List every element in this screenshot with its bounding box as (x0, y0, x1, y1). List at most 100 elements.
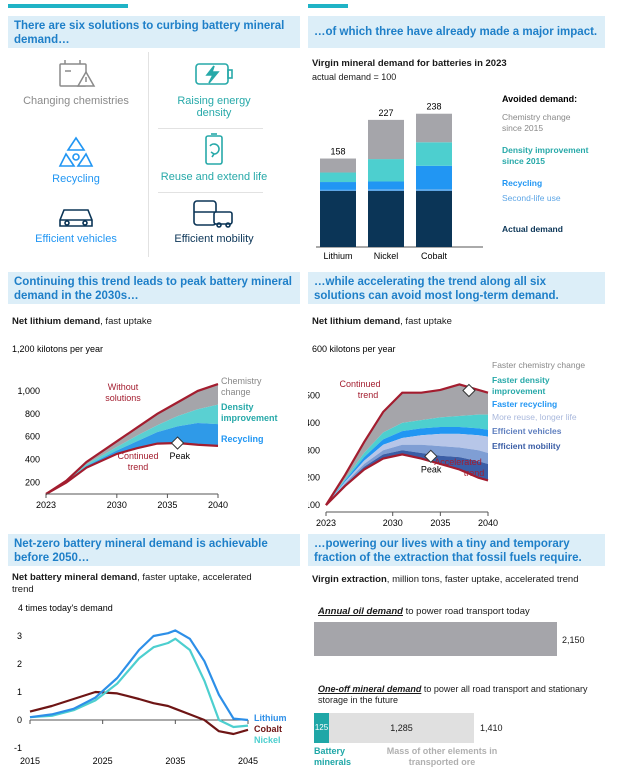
x-tick-label: 2015 (20, 756, 40, 766)
battery-minerals-bar (314, 713, 329, 743)
bus-icon (192, 198, 236, 230)
bar-category-label: Nickel (374, 251, 399, 261)
label-cobalt: Cobalt (254, 724, 282, 734)
x-tick-label: 2025 (93, 756, 113, 766)
annotation-solutions: solutions (105, 393, 141, 403)
legend-label: Faster recycling (492, 399, 557, 409)
label-lithium: Lithium (254, 713, 287, 723)
accent-bar-right (308, 4, 348, 8)
header-three-impact: …of which three have already made a majo… (308, 16, 605, 48)
area-faster-recycling (326, 426, 488, 506)
legend-label: More reuse, longer life (492, 412, 577, 422)
bar-segment-lithium (320, 158, 356, 173)
legend-label: Chemistry change (502, 112, 571, 122)
area-chemistry-change (46, 384, 218, 494)
x-tick-label: 2035 (430, 518, 450, 528)
solution-changing-chemistries: Changing chemistries (16, 56, 136, 107)
label-density-2: improvement (221, 413, 278, 423)
annotation-trend: trend (128, 462, 149, 472)
label-chemistry-2: change (221, 387, 251, 397)
solution-label: Recycling (52, 173, 100, 185)
bar-segment-lithium (320, 191, 356, 247)
line-lithium (29, 629, 249, 722)
annotation-accelerated: Accelerated (434, 457, 482, 467)
y-tick-label: 200 (308, 473, 320, 483)
solution-label: Efficient mobility (174, 233, 254, 245)
legend-title: Avoided demand: (502, 94, 577, 104)
sep-2 (158, 192, 263, 193)
solution-recycling: Recycling (16, 134, 136, 185)
lithium-accelerated-svg: 600 kilotons per year 100 200 300 400 500 2023… (308, 344, 585, 528)
oil-value: 2,150 (562, 635, 585, 645)
y-tick-label: 100 (308, 500, 320, 510)
lithium-peak-svg: 1,200 kilotons per year 200 400 600 800 1,000… (12, 344, 278, 510)
legend-label: Actual demand (502, 224, 563, 234)
area-more-reuse-longer-life (326, 433, 488, 506)
peak-marker (424, 449, 438, 464)
legend-label: Recycling (502, 178, 542, 188)
area-efficient-mobility (326, 450, 488, 506)
bar-segment-cobalt (416, 113, 452, 143)
bar-segment-cobalt (416, 191, 452, 247)
oil-bar (314, 622, 557, 656)
bar-segment-cobalt (416, 165, 452, 190)
bar-chart-svg: 158 Lithium 227 Nickel 238 Cobalt Avoided dema… (316, 94, 589, 261)
bar-category-label: Cobalt (421, 251, 448, 261)
label-chemistry: Chemistry (221, 376, 262, 386)
other-elements-bar (329, 713, 474, 743)
legend-label: since 2015 (502, 123, 543, 133)
y-tick-label: 400 (25, 455, 40, 465)
other-elements-label: Mass of other elements in transported or… (386, 746, 498, 767)
y-tick-label: 400 (308, 418, 320, 428)
battery-reuse-icon (194, 132, 234, 168)
header-net-zero: Net-zero battery mineral demand is achie… (8, 534, 300, 566)
bar-segment-lithium (320, 189, 356, 191)
header-peak-demand: Continuing this trend leads to peak batt… (8, 272, 300, 304)
y-unit-label: 4 times today's demand (18, 603, 113, 613)
bar-chart-title: Virgin mineral demand for batteries in 2… (312, 58, 507, 69)
y-tick-label: 600 (25, 432, 40, 442)
line-continued-trend (45, 441, 219, 495)
peak-marker-continued (462, 383, 476, 398)
mineral-label: One-off mineral demand to power all road… (318, 684, 588, 705)
peak-label: Peak (421, 464, 442, 474)
oil-label: Annual oil demand to power road transpor… (318, 606, 530, 617)
car-icon (56, 200, 96, 230)
line-without-solutions (45, 382, 219, 495)
x-tick-label: 2045 (238, 756, 258, 766)
annotation-continued: Continued (117, 451, 158, 461)
bar-chart-2023: Virgin mineral demand for batteries in 2… (308, 52, 613, 267)
mineral-total-value: 1,410 (480, 723, 503, 733)
bar-segment-nickel (368, 181, 404, 190)
bar-segment-nickel (368, 119, 404, 160)
x-tick-label: 2023 (36, 500, 56, 510)
bar-segment-lithium (320, 182, 356, 190)
bar-segment-cobalt (416, 142, 452, 166)
legend-label: Faster density (492, 375, 550, 385)
solutions-divider (148, 52, 149, 257)
recycling-icon (56, 134, 96, 170)
bar-total-label: 227 (378, 108, 393, 118)
bar-segment-nickel (368, 159, 404, 182)
legend-label: since 2015 (502, 156, 545, 166)
y-tick-label: 3 (17, 631, 22, 641)
bar-category-label: Lithium (323, 251, 352, 261)
lithium-peak-panel: Net lithium demand, fast uptake 1,200 ki… (8, 308, 300, 530)
net-mineral-title: Net battery mineral demand, faster uptak… (12, 572, 252, 595)
solutions-panel: Changing chemistries Raising energy dens… (8, 52, 300, 267)
solution-reuse: Reuse and extend life (160, 132, 268, 183)
solution-raising-density: Raising energy density (160, 56, 268, 119)
bar-chart-subtitle: actual demand = 100 (312, 72, 397, 82)
y-tick-label: 1 (17, 687, 22, 697)
y-unit-label: 600 kilotons per year (312, 344, 396, 354)
header-six-solutions: There are six solutions to curbing batte… (8, 16, 300, 48)
lithium-accelerated-panel: Net lithium demand, fast uptake 600 kilo… (308, 308, 613, 530)
x-tick-label: 2035 (165, 756, 185, 766)
annotation-continued: Continued (339, 379, 380, 389)
area-faster-chemistry-change (326, 384, 488, 506)
line-cobalt (29, 690, 249, 736)
header-accelerating: …while accelerating the trend along all … (308, 272, 605, 304)
other-elements-value: 1,285 (390, 723, 413, 733)
x-tick-label: 2035 (157, 500, 177, 510)
peak-label: Peak (170, 451, 191, 461)
